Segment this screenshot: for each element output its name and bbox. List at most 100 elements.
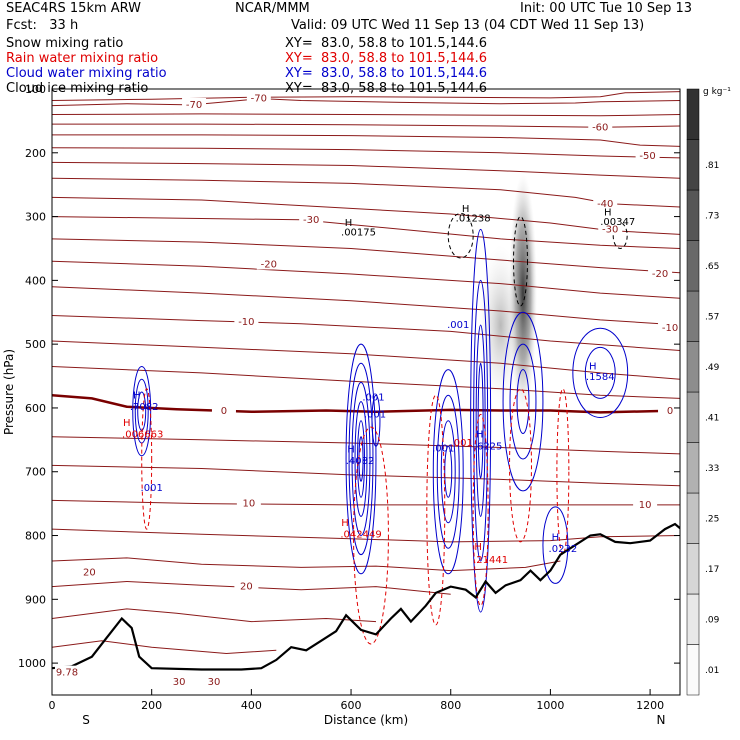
cloud-water-contour bbox=[436, 394, 460, 549]
y-tick-label: 300 bbox=[25, 211, 46, 224]
cloud-water-contour bbox=[477, 362, 484, 479]
cloud-water-contour bbox=[470, 228, 492, 613]
y-tick-label: 600 bbox=[25, 402, 46, 415]
extrema-label: .4082 bbox=[346, 456, 375, 467]
temp-label: 30 bbox=[208, 677, 221, 688]
temp-label-bg bbox=[201, 675, 226, 688]
colorbar-segment bbox=[686, 644, 700, 696]
cloud-water-contour bbox=[440, 420, 456, 524]
extrema-label: H bbox=[589, 362, 597, 373]
cloud-water-contour bbox=[584, 346, 616, 399]
temp-label-bg bbox=[658, 321, 680, 334]
cloud-water-contour bbox=[132, 365, 152, 457]
extrema-label: .001 bbox=[432, 443, 454, 454]
colorbar-label: .09 bbox=[705, 615, 720, 625]
field-rain-name: Rain water mixing ratio bbox=[6, 51, 159, 66]
institution-label: NCAR/MMM bbox=[235, 1, 310, 16]
cloud-water-contour bbox=[509, 343, 537, 460]
field-snow-xy: XY= 83.0, 58.8 to 101.5,144.6 bbox=[285, 36, 488, 51]
extrema-label: H bbox=[474, 542, 482, 553]
extrema-label: .042449 bbox=[340, 529, 381, 540]
temp-label-bg bbox=[648, 266, 673, 279]
terrain-surface bbox=[52, 522, 680, 671]
temp-label-bg bbox=[234, 314, 259, 327]
temp-label-bg bbox=[593, 196, 618, 209]
temp-label-bg bbox=[256, 257, 281, 270]
cloud-water-contour bbox=[371, 394, 381, 447]
extrema-label: .0232 bbox=[549, 544, 578, 555]
extrema-label: .21441 bbox=[473, 555, 508, 566]
colorbar-segment bbox=[686, 391, 700, 443]
colorbar-label: .41 bbox=[705, 413, 719, 423]
extrema-label: .006663 bbox=[122, 429, 163, 440]
temp-label: 20 bbox=[240, 582, 253, 593]
isotherm-line bbox=[52, 286, 680, 326]
extrema-label: H bbox=[123, 418, 131, 429]
rain-water-contour bbox=[353, 426, 389, 645]
isotherm-line bbox=[52, 640, 277, 655]
colorbar-label: .49 bbox=[705, 363, 720, 373]
temp-label-bg bbox=[588, 120, 613, 133]
x-tick-label: 800 bbox=[440, 699, 461, 712]
colorbar-label: .25 bbox=[705, 514, 719, 524]
colorbar-segment bbox=[686, 189, 700, 241]
temp-label: -30 bbox=[303, 215, 319, 226]
plot-frame bbox=[51, 88, 681, 696]
isotherm-line bbox=[52, 216, 680, 249]
isotherm-line bbox=[52, 147, 680, 159]
extrema-label: H bbox=[345, 218, 353, 229]
cloud-water-contour bbox=[345, 343, 377, 575]
rain-water-contour bbox=[426, 394, 446, 626]
isotherm-line bbox=[52, 464, 680, 487]
temperature-contours bbox=[52, 91, 680, 655]
terrain-line bbox=[52, 522, 680, 671]
field-snow-name: Snow mixing ratio bbox=[6, 36, 124, 51]
temp-label-bg bbox=[236, 496, 261, 509]
temp-label: -60 bbox=[592, 122, 608, 133]
extrema-label: H bbox=[133, 390, 141, 401]
temp-label: -50 bbox=[639, 151, 655, 162]
isotherm-line bbox=[52, 161, 680, 179]
temp-label-bg bbox=[635, 148, 660, 161]
temp-label-bg bbox=[77, 565, 102, 578]
colorbar-segment bbox=[686, 442, 700, 494]
y-tick-label: 500 bbox=[25, 338, 46, 351]
colorbar-label: .65 bbox=[705, 262, 719, 272]
y-tick-label: 400 bbox=[25, 274, 46, 287]
colorbar-segment bbox=[686, 240, 700, 292]
temp-label-bg bbox=[234, 579, 259, 592]
colorbar-unit: g kg⁻¹ bbox=[703, 87, 731, 97]
isotherm-line bbox=[52, 315, 680, 351]
y-tick-label: 200 bbox=[25, 147, 46, 160]
rain-water-contour bbox=[472, 413, 489, 607]
isotherm-line bbox=[52, 134, 680, 147]
isotherm-line bbox=[52, 557, 561, 572]
extrema-label: .6225 bbox=[474, 441, 503, 452]
cloud-water-contour bbox=[432, 369, 464, 575]
temp-label: 0 bbox=[221, 406, 227, 417]
isotherm-line bbox=[52, 238, 680, 274]
temp-label-bg bbox=[182, 97, 207, 110]
temp-label: -70 bbox=[186, 100, 202, 111]
isotherm-line bbox=[52, 528, 680, 543]
extrema-label: .001 bbox=[362, 392, 384, 403]
temp-label: -10 bbox=[662, 323, 678, 334]
isotherm-line bbox=[52, 366, 680, 399]
y-tick-label: 900 bbox=[25, 593, 46, 606]
temp-label-bg bbox=[246, 91, 271, 104]
snow-contour bbox=[513, 216, 528, 307]
extrema-label: H bbox=[341, 518, 349, 529]
forecast-hour: Fcst: 33 h bbox=[6, 18, 79, 33]
cloud-water-contour bbox=[572, 327, 629, 419]
colorbar-label: .17 bbox=[705, 565, 719, 575]
colorbar-label: .81 bbox=[705, 161, 719, 171]
extrema-label: .001 bbox=[451, 438, 473, 449]
isotherm-line bbox=[52, 260, 680, 299]
extrema-label: .7082 bbox=[130, 402, 159, 413]
cloud-water-contour bbox=[354, 401, 368, 517]
x-tick-label: 400 bbox=[241, 699, 262, 712]
temp-label: -20 bbox=[652, 269, 668, 280]
isotherm-line bbox=[52, 436, 680, 455]
isotherm-line bbox=[52, 608, 377, 623]
